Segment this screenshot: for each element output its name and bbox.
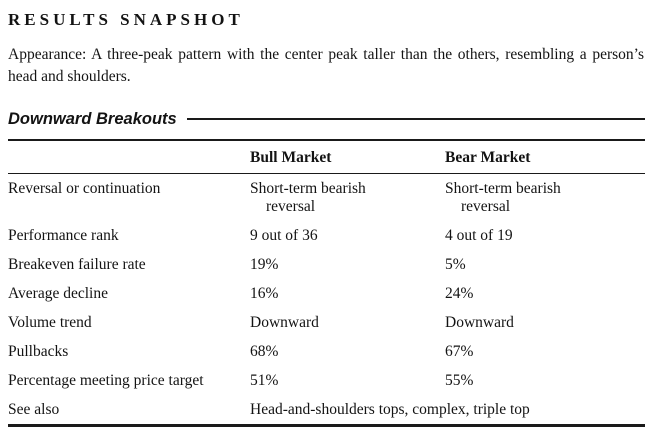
column-header-bull-market: Bull Market [250, 149, 332, 166]
bull-market-value: 68% [250, 343, 279, 360]
bull-market-value: Short-term bearish reversal [250, 180, 366, 215]
row-label: Volume trend [8, 314, 92, 331]
results-table: Bull Market Bear Market Reversal or cont… [8, 139, 645, 427]
bear-market-value: 4 out of 19 [445, 227, 513, 244]
appearance-paragraph: Appearance: A three-peak pattern with th… [8, 46, 644, 85]
row-label: Pullbacks [8, 343, 69, 360]
bull-market-value: 19% [250, 256, 279, 273]
table-row: Average decline 16% 24% [8, 279, 645, 308]
bear-market-value: 24% [445, 285, 474, 302]
heading-rule [186, 118, 645, 120]
bull-market-value: 9 out of 36 [250, 227, 318, 244]
table-row: Volume trend Downward Downward [8, 308, 645, 337]
table-header-row: Bull Market Bear Market [8, 141, 645, 174]
results-snapshot-title: RESULTS SNAPSHOT [8, 10, 244, 29]
column-header-blank [8, 141, 250, 155]
table-row: See also Head-and-shoulders tops, comple… [8, 395, 645, 424]
row-label: Breakeven failure rate [8, 256, 146, 273]
row-label: Average decline [8, 285, 108, 302]
table-row: Performance rank 9 out of 36 4 out of 19 [8, 221, 645, 250]
section-heading-row: Downward Breakouts [8, 110, 645, 129]
row-label: Percentage meeting price target [8, 372, 204, 389]
bull-market-value: 16% [250, 285, 279, 302]
table-row: Reversal or continuation Short-term bear… [8, 174, 645, 221]
document-page: RESULTS SNAPSHOT Appearance: A three-pea… [8, 10, 645, 427]
table-row: Pullbacks 68% 67% [8, 337, 645, 366]
bull-market-value: 51% [250, 372, 279, 389]
row-label: Performance rank [8, 227, 119, 244]
table-row: Percentage meeting price target 51% 55% [8, 366, 645, 395]
bear-market-value: 55% [445, 372, 474, 389]
table-row: Breakeven failure rate 19% 5% [8, 250, 645, 279]
see-also-value: Head-and-shoulders tops, complex, triple… [250, 401, 530, 418]
bear-market-value: 67% [445, 343, 474, 360]
bear-market-value: Short-term bearish reversal [445, 180, 561, 215]
bull-market-value: Downward [250, 314, 319, 331]
bear-market-value: 5% [445, 256, 466, 273]
column-header-bear-market: Bear Market [445, 149, 531, 166]
row-label: See also [8, 401, 60, 418]
bear-market-value: Downward [445, 314, 514, 331]
row-label: Reversal or continuation [8, 180, 161, 197]
downward-breakouts-heading: Downward Breakouts [8, 110, 177, 128]
